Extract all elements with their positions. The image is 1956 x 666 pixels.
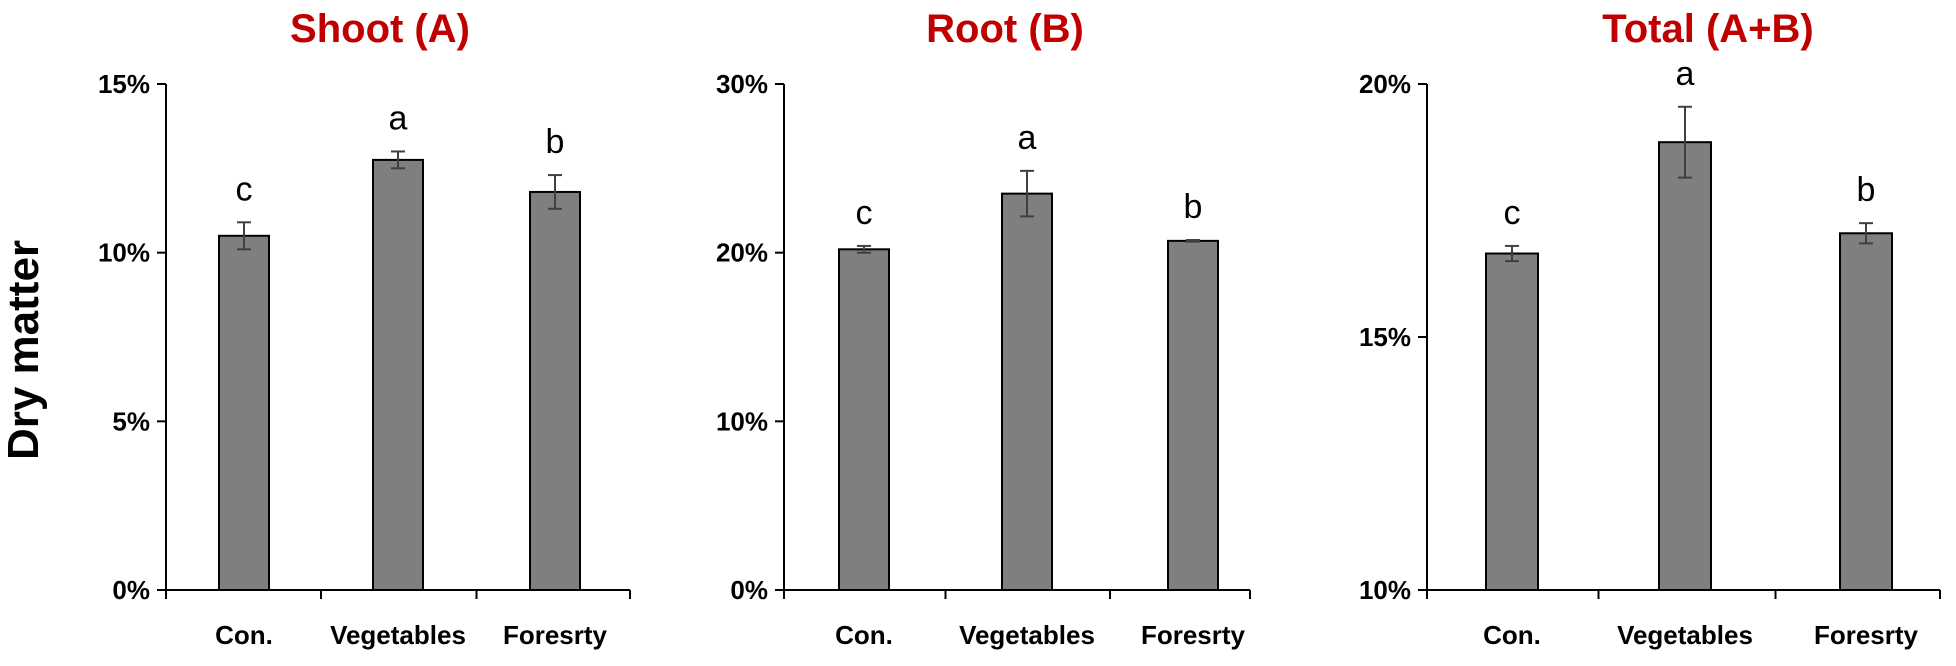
y-axis-label: Dry matter (0, 240, 48, 460)
bar-3 (529, 190, 581, 592)
significance-label: b (1184, 188, 1203, 226)
y-tick-label: 10% (98, 238, 150, 268)
significance-label: a (1018, 119, 1037, 157)
bar-3 (1167, 239, 1219, 592)
bar-1 (838, 248, 890, 591)
category-label: Foresrty (1141, 620, 1246, 650)
bar-2 (1001, 192, 1053, 591)
category-label: Vegetables (1617, 620, 1753, 650)
category-label: Vegetables (330, 620, 466, 650)
category-label: Vegetables (959, 620, 1095, 650)
significance-label: a (389, 99, 408, 137)
significance-label: c (856, 194, 873, 232)
significance-label: b (1857, 171, 1876, 209)
significance-label: b (546, 123, 565, 161)
chart-title: Root (B) (926, 7, 1084, 51)
category-label: Con. (215, 620, 273, 650)
category-label: Con. (1483, 620, 1541, 650)
significance-label: c (1504, 194, 1521, 232)
category-label: Foresrty (503, 620, 608, 650)
y-tick-label: 20% (1359, 69, 1411, 99)
y-tick-label: 10% (1359, 575, 1411, 605)
y-tick-label: 30% (716, 69, 768, 99)
y-tick-label: 0% (112, 575, 150, 605)
bar-1 (1485, 252, 1539, 591)
y-tick-label: 20% (716, 238, 768, 268)
chart-panel-2: Root (B) 0% 10% 20% 30% c Con. a Vegetables b Fore… (716, 7, 1251, 650)
chart-title: Total (A+B) (1602, 7, 1813, 51)
y-tick-label: 10% (716, 406, 768, 436)
bar-2 (1658, 141, 1712, 591)
chart-panel-3: Total (A+B) 10% 15% 20% c Con. a Vegetables b For… (1359, 7, 1941, 650)
category-label: Con. (835, 620, 893, 650)
y-tick-label: 5% (112, 406, 150, 436)
significance-label: c (236, 170, 253, 208)
significance-label: a (1676, 55, 1695, 93)
y-tick-label: 0% (730, 575, 768, 605)
category-label: Foresrty (1814, 620, 1919, 650)
y-tick-label: 15% (98, 69, 150, 99)
bar-1 (218, 234, 270, 592)
y-tick-label: 15% (1359, 322, 1411, 352)
chart-panel-1: Shoot (A) 0% 5% 10% 15% c Con. a Vegetables b Fore… (98, 7, 631, 650)
bar-3 (1839, 232, 1893, 592)
bar-2 (372, 158, 424, 591)
chart-title: Shoot (A) (290, 7, 470, 51)
